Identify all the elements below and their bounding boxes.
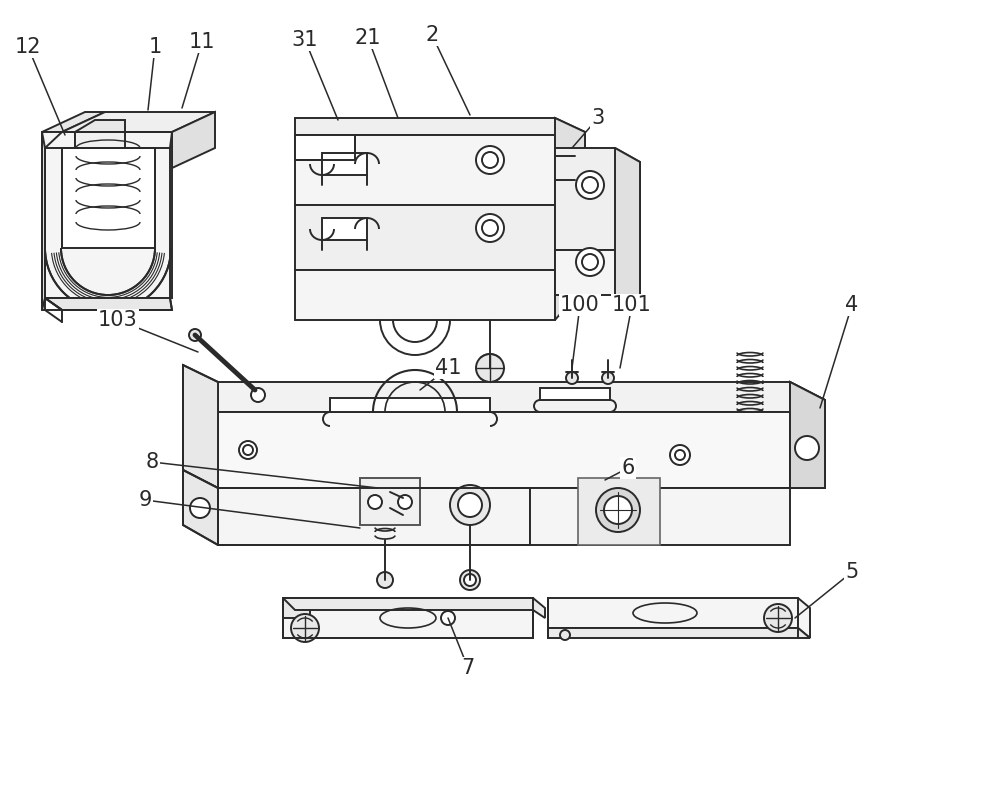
Text: 21: 21 — [355, 28, 381, 48]
Polygon shape — [548, 628, 810, 638]
Circle shape — [675, 450, 685, 460]
Circle shape — [189, 329, 201, 341]
Polygon shape — [790, 382, 825, 488]
Circle shape — [251, 388, 265, 402]
Polygon shape — [283, 598, 310, 618]
Text: 100: 100 — [560, 295, 600, 315]
Circle shape — [604, 496, 632, 524]
Text: 4: 4 — [845, 295, 859, 315]
Text: 31: 31 — [292, 30, 318, 50]
Circle shape — [450, 485, 490, 525]
Circle shape — [441, 611, 455, 625]
Circle shape — [482, 220, 498, 236]
Polygon shape — [295, 118, 585, 148]
Polygon shape — [42, 112, 105, 132]
Circle shape — [566, 372, 578, 384]
Polygon shape — [218, 412, 790, 488]
Bar — [75, 132, 125, 148]
Polygon shape — [555, 148, 640, 250]
Circle shape — [243, 445, 253, 455]
Polygon shape — [218, 488, 530, 545]
Text: 101: 101 — [612, 295, 652, 315]
Polygon shape — [283, 598, 545, 618]
Text: 41: 41 — [435, 358, 461, 378]
Text: 3: 3 — [591, 108, 605, 128]
Circle shape — [398, 495, 412, 509]
Circle shape — [476, 146, 504, 174]
Circle shape — [460, 570, 480, 590]
Circle shape — [795, 436, 819, 460]
Circle shape — [482, 152, 498, 168]
Text: 7: 7 — [461, 658, 475, 678]
Text: 11: 11 — [189, 32, 215, 52]
Circle shape — [464, 574, 476, 586]
Circle shape — [602, 372, 614, 384]
Circle shape — [764, 604, 792, 632]
Bar — [330, 398, 490, 412]
Text: 5: 5 — [845, 562, 859, 582]
Circle shape — [582, 177, 598, 193]
Polygon shape — [295, 135, 555, 205]
Text: 9: 9 — [138, 490, 152, 510]
Circle shape — [250, 385, 260, 395]
Circle shape — [476, 354, 504, 382]
Polygon shape — [555, 118, 585, 205]
Polygon shape — [555, 205, 585, 320]
Circle shape — [377, 572, 393, 588]
Circle shape — [560, 630, 570, 640]
Text: 1: 1 — [148, 37, 162, 57]
Circle shape — [190, 498, 210, 518]
Circle shape — [576, 248, 604, 276]
Polygon shape — [183, 470, 218, 545]
Circle shape — [239, 441, 257, 459]
Polygon shape — [615, 148, 640, 295]
Polygon shape — [530, 488, 790, 545]
Polygon shape — [42, 132, 172, 298]
Polygon shape — [578, 478, 660, 545]
Bar — [322, 153, 367, 175]
Bar — [322, 218, 367, 240]
Polygon shape — [45, 298, 172, 310]
Text: 8: 8 — [145, 452, 159, 472]
Circle shape — [368, 495, 382, 509]
Circle shape — [670, 445, 690, 465]
Polygon shape — [62, 112, 215, 132]
Polygon shape — [790, 382, 825, 488]
Polygon shape — [295, 270, 555, 320]
Polygon shape — [548, 598, 810, 638]
Text: 103: 103 — [98, 310, 138, 330]
Circle shape — [291, 614, 319, 642]
Text: 2: 2 — [425, 25, 439, 45]
Polygon shape — [360, 478, 420, 525]
Circle shape — [596, 488, 640, 532]
Polygon shape — [283, 598, 533, 638]
Polygon shape — [183, 365, 218, 488]
Text: 12: 12 — [15, 37, 41, 57]
Polygon shape — [295, 205, 585, 285]
Polygon shape — [42, 132, 45, 310]
Polygon shape — [218, 382, 825, 428]
Circle shape — [582, 254, 598, 270]
Circle shape — [476, 214, 504, 242]
Polygon shape — [295, 135, 355, 160]
Polygon shape — [62, 148, 155, 248]
Text: 6: 6 — [621, 458, 635, 478]
Bar — [540, 388, 610, 400]
Circle shape — [576, 171, 604, 199]
Polygon shape — [75, 120, 125, 148]
Polygon shape — [555, 250, 640, 295]
Circle shape — [458, 493, 482, 517]
Polygon shape — [172, 112, 215, 168]
